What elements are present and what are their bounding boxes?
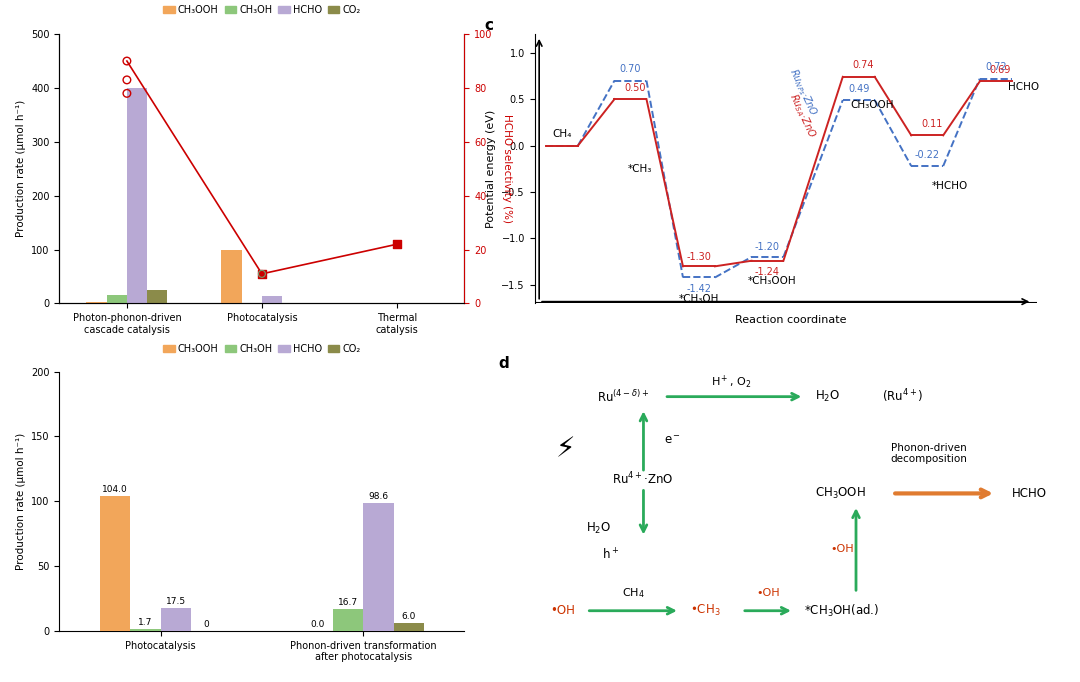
Text: *CH₃OOH: *CH₃OOH (747, 276, 796, 286)
Text: 104.0: 104.0 (103, 485, 127, 494)
Text: Ru$^{(4-\delta)+}$: Ru$^{(4-\delta)+}$ (597, 389, 649, 404)
Text: Reaction coordinate: Reaction coordinate (734, 314, 846, 325)
Text: d: d (498, 355, 509, 370)
Text: 0.69: 0.69 (989, 65, 1011, 75)
Text: H$^+$, O$_2$: H$^+$, O$_2$ (712, 374, 752, 391)
Text: 0.11: 0.11 (921, 119, 943, 129)
Point (119, 88, 136, 99)
Text: h$^+$: h$^+$ (602, 548, 619, 563)
Bar (147, 290, 167, 303)
Text: 0.70: 0.70 (620, 64, 642, 74)
Text: c: c (484, 18, 494, 33)
Text: $Ru_{NPs}$·ZnO: $Ru_{NPs}$·ZnO (786, 66, 820, 119)
Legend: CH₃OOH, CH₃OH, HCHO, CO₂: CH₃OOH, CH₃OH, HCHO, CO₂ (160, 1, 364, 19)
Text: $Ru_{SA}$·ZnO: $Ru_{SA}$·ZnO (786, 91, 819, 140)
Text: 1.7: 1.7 (138, 618, 152, 627)
Bar (393, 623, 424, 631)
Y-axis label: HCHO selectivity (%): HCHO selectivity (%) (502, 115, 512, 223)
Text: -1.42: -1.42 (687, 284, 712, 294)
Text: (Ru$^{4+}$): (Ru$^{4+}$) (882, 388, 923, 406)
Text: •OH: •OH (831, 544, 853, 554)
Text: 0.50: 0.50 (624, 83, 646, 93)
Text: -0.22: -0.22 (915, 149, 940, 160)
Text: -1.30: -1.30 (687, 252, 712, 262)
Text: *CH₃: *CH₃ (627, 164, 652, 174)
Text: H$_2$O: H$_2$O (814, 389, 840, 404)
Bar (333, 609, 363, 631)
Text: •OH: •OH (756, 588, 780, 598)
Bar (86, 302, 107, 303)
Bar (100, 496, 131, 631)
Text: -1.24: -1.24 (755, 267, 780, 278)
Text: 17.5: 17.5 (165, 597, 186, 606)
Y-axis label: Production rate (μmol h⁻¹): Production rate (μmol h⁻¹) (15, 432, 26, 570)
Text: HCHO: HCHO (1012, 487, 1047, 500)
Text: *HCHO: *HCHO (932, 181, 968, 191)
Text: *CH$_3$OH(ad.): *CH$_3$OH(ad.) (805, 603, 879, 619)
Text: 0: 0 (203, 620, 210, 629)
Text: e$^-$: e$^-$ (664, 434, 681, 447)
Text: Phonon-driven
decomposition: Phonon-driven decomposition (890, 443, 967, 464)
Y-axis label: Production rate (μmol h⁻¹): Production rate (μmol h⁻¹) (15, 100, 26, 237)
Text: 16.7: 16.7 (338, 598, 359, 607)
Point (253, 269, 270, 280)
Point (119, 74, 136, 85)
Text: *CH₃OH: *CH₃OH (678, 294, 719, 304)
Text: -1.20: -1.20 (755, 242, 780, 252)
Bar (131, 629, 161, 631)
Text: HCHO: HCHO (1008, 82, 1039, 91)
Point (389, 239, 406, 250)
Legend: CH₃OOH, CH₃OH, HCHO, CO₂: CH₃OOH, CH₃OH, HCHO, CO₂ (160, 340, 364, 358)
Text: 6.0: 6.0 (402, 612, 416, 621)
Point (119, 55, 136, 66)
Text: •OH: •OH (550, 604, 575, 617)
Text: CH₄: CH₄ (552, 129, 571, 139)
Y-axis label: Potential energy (eV): Potential energy (eV) (486, 110, 496, 228)
Text: Ru$^{4+}$·ZnO: Ru$^{4+}$·ZnO (612, 471, 674, 487)
Text: 0.74: 0.74 (852, 60, 874, 70)
Text: 0.49: 0.49 (848, 84, 869, 93)
Text: 0.72: 0.72 (985, 62, 1007, 72)
Text: •CH$_3$: •CH$_3$ (690, 603, 720, 619)
Bar (107, 295, 127, 303)
Bar (363, 503, 393, 631)
Bar (127, 88, 147, 303)
Point (253, 269, 270, 280)
Bar (161, 608, 191, 631)
Text: CH₃OOH: CH₃OOH (851, 100, 894, 110)
Text: CH$_3$OOH: CH$_3$OOH (814, 486, 865, 501)
Bar (261, 297, 282, 303)
Text: 0.0: 0.0 (310, 620, 325, 629)
Text: CH$_4$: CH$_4$ (622, 586, 645, 600)
Text: 98.6: 98.6 (368, 492, 389, 501)
Bar (221, 250, 242, 303)
Text: ⚡: ⚡ (556, 435, 576, 464)
Text: H$_2$O: H$_2$O (586, 521, 611, 536)
